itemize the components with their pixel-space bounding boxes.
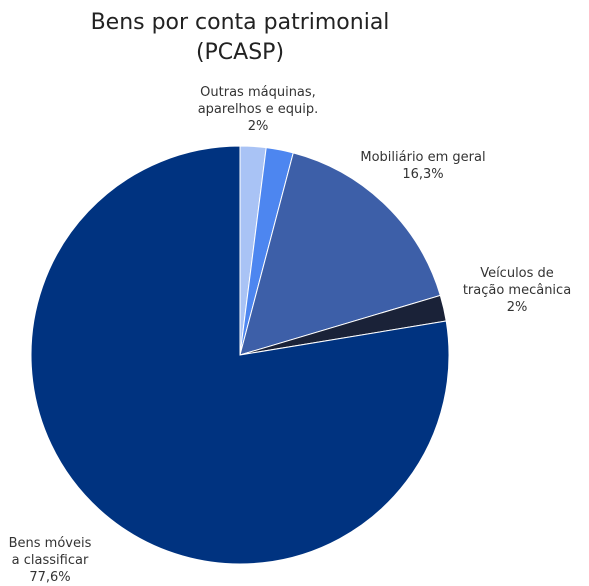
slice-label-3-line-1: tração mecânica [463, 283, 571, 298]
chart-title-line-1: Bens por conta patrimonial [90, 10, 390, 35]
pie-slice-4 [30, 145, 450, 565]
slice-label-2: Mobiliário em geral 16,3% [360, 150, 485, 182]
slice-label-3-line-0: Veículos de [480, 266, 554, 281]
slice-label-3: Veículos de tração mecânica 2% [463, 266, 571, 315]
slice-label-2-line-0: Mobiliário em geral [360, 150, 485, 165]
slice-label-4: Bens móveis a classificar 77,6% [9, 536, 92, 585]
chart-title: Bens por conta patrimonial (PCASP) [0, 8, 480, 68]
slice-label-4-line-0: Bens móveis [9, 536, 92, 551]
slice-label-4-line-1: a classificar [12, 553, 89, 568]
slice-label-3-line-2: 2% [507, 300, 528, 315]
chart-title-line-2: (PCASP) [195, 40, 285, 65]
slice-label-0-line-0: Outras máquinas, [200, 85, 316, 100]
slice-label-0: Outras máquinas, aparelhos e equip. 2% [198, 85, 319, 134]
slice-label-0-line-2: 2% [248, 119, 269, 134]
slice-label-4-line-2: 77,6% [29, 570, 70, 585]
slice-label-2-line-1: 16,3% [402, 167, 443, 182]
pie-slice-2 [239, 152, 441, 356]
slice-label-0-line-1: aparelhos e equip. [198, 102, 319, 117]
